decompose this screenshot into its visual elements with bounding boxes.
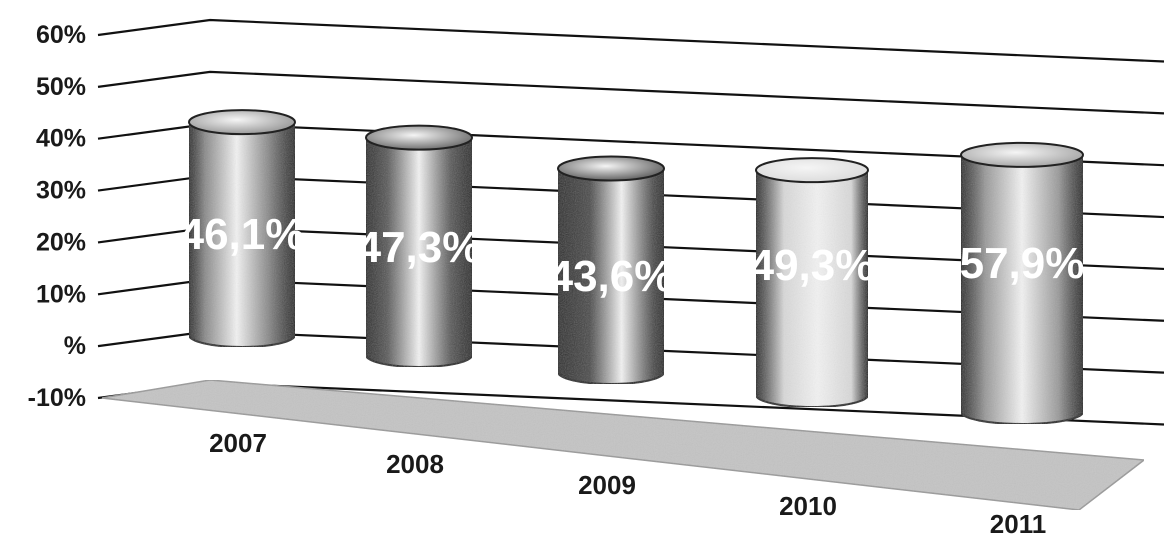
chart-floor (101, 379, 1146, 511)
bar-cap (960, 141, 1084, 168)
y-tick-label: 60% (36, 21, 86, 49)
y-tick-label: 30% (36, 177, 86, 205)
bar-2011 (960, 141, 1084, 425)
bar-body (365, 136, 473, 368)
data-label: 47,3% (357, 223, 482, 272)
bars (188, 109, 1084, 425)
bar-cap (188, 109, 296, 136)
bar-2010 (755, 157, 869, 408)
y-axis-ticks: -10%% 10% 20% 30% 40% 50% 60% (28, 21, 86, 412)
data-label: 43,6% (549, 252, 674, 301)
data-labels: 46,1% 47,3% 43,6% 49,3% 57,9% (180, 210, 1085, 301)
x-axis-categories: 2007 2008 2009 2010 2011 (209, 428, 1046, 539)
bar-2007 (188, 109, 296, 348)
y-tick-label: 20% (36, 228, 86, 256)
floor-plane (101, 379, 1146, 511)
bar-cap (365, 124, 473, 151)
bar-2009 (557, 155, 665, 385)
bar-cap (755, 157, 869, 184)
y-tick-label: 10% (36, 280, 86, 308)
gridline (97, 70, 1164, 115)
y-tick-label: 50% (36, 73, 86, 101)
x-category-label: 2009 (578, 470, 636, 500)
bar-2008 (365, 124, 473, 368)
x-category-label: 2011 (990, 509, 1046, 539)
bar-cap (557, 155, 665, 182)
bar-body (557, 167, 665, 385)
y-tick-label: 40% (36, 125, 86, 153)
data-label: 57,9% (960, 239, 1085, 288)
x-category-label: 2008 (386, 449, 444, 479)
data-label: 46,1% (180, 210, 305, 259)
bar-body (188, 121, 296, 348)
gridline (97, 18, 1164, 63)
y-tick-label: -10% (28, 384, 86, 412)
x-category-label: 2007 (209, 428, 267, 458)
x-category-label: 2010 (779, 491, 837, 521)
bar-body (960, 153, 1084, 425)
y-tick-label: % (64, 332, 86, 360)
bar-body (755, 169, 869, 408)
data-label: 49,3% (750, 241, 875, 290)
